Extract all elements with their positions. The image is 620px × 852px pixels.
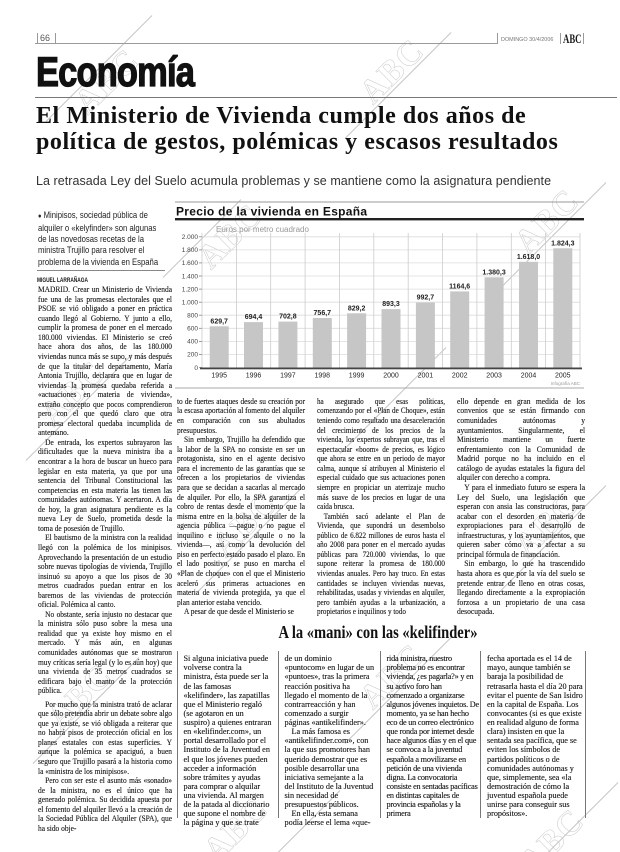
svg-text:200: 200 [187,352,198,359]
svg-text:600: 600 [187,326,198,333]
svg-text:1997: 1997 [280,373,296,380]
svg-text:629,7: 629,7 [210,318,228,325]
svg-text:2.000: 2.000 [182,234,199,241]
svg-text:2003: 2003 [486,373,502,380]
svg-text:1.200: 1.200 [182,286,199,293]
svg-text:1.618,0: 1.618,0 [517,254,540,261]
svg-text:1.400: 1.400 [182,273,199,280]
svg-text:1995: 1995 [211,373,227,380]
svg-text:Infografía ABC: Infografía ABC [551,381,581,386]
svg-text:2001: 2001 [418,373,434,380]
svg-text:0: 0 [194,365,198,372]
svg-text:1.824,3: 1.824,3 [551,240,574,247]
svg-text:1998: 1998 [315,373,331,380]
svg-text:2005: 2005 [555,373,571,380]
svg-text:1996: 1996 [246,373,262,380]
svg-text:992,7: 992,7 [417,295,435,302]
svg-text:829,2: 829,2 [348,305,366,312]
svg-text:694,4: 694,4 [245,314,263,321]
svg-text:2002: 2002 [452,373,468,380]
svg-text:2000: 2000 [383,373,399,380]
svg-text:1.380,3: 1.380,3 [482,269,505,276]
svg-text:1164,6: 1164,6 [449,283,470,290]
svg-text:1.600: 1.600 [182,260,199,267]
svg-text:2004: 2004 [521,373,537,380]
svg-text:893,3: 893,3 [382,301,400,308]
svg-text:800: 800 [187,313,198,320]
svg-text:Euros por metro cuadrado: Euros por metro cuadrado [216,225,309,234]
svg-text:1.800: 1.800 [182,247,199,254]
svg-text:400: 400 [187,339,198,346]
svg-text:1999: 1999 [349,373,365,380]
svg-text:756,7: 756,7 [314,310,332,317]
svg-text:1.000: 1.000 [182,300,199,307]
svg-text:Precio de la vivienda en Españ: Precio de la vivienda en España [176,205,367,219]
svg-text:702,8: 702,8 [279,314,297,321]
